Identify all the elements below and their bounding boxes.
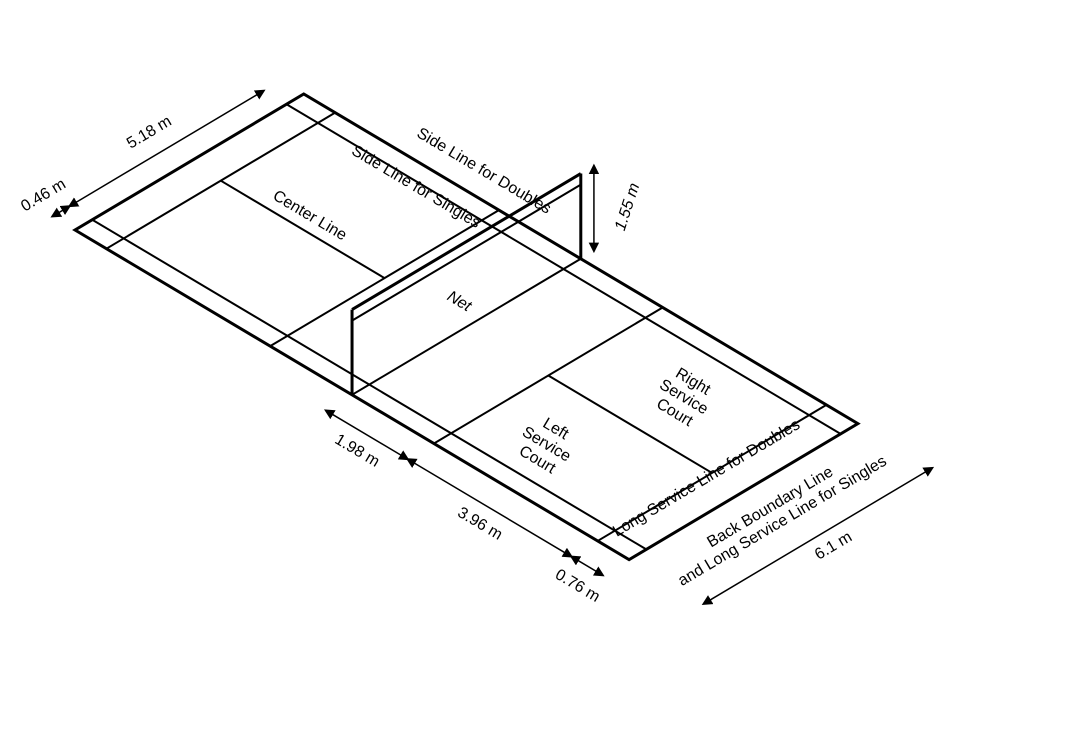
dim-0-46 [52, 206, 69, 216]
dim-label-5-18: 5.18 m [124, 113, 175, 153]
dim-label-1-55: 1.55 m [612, 181, 643, 233]
dim-label-3-96: 3.96 m [454, 504, 505, 544]
dim-label-0-76: 0.76 m [552, 566, 603, 606]
dim-0-76 [571, 557, 602, 576]
label-right-service-court: RightServiceCourt [647, 361, 720, 434]
label-left-service-court: LeftServiceCourt [510, 408, 583, 481]
label-net: Net [444, 288, 475, 316]
dim-label-1-98: 1.98 m [332, 431, 383, 471]
dim-label-0-46: 0.46 m [18, 176, 69, 216]
dim-label-6-1: 6.1 m [812, 529, 855, 564]
